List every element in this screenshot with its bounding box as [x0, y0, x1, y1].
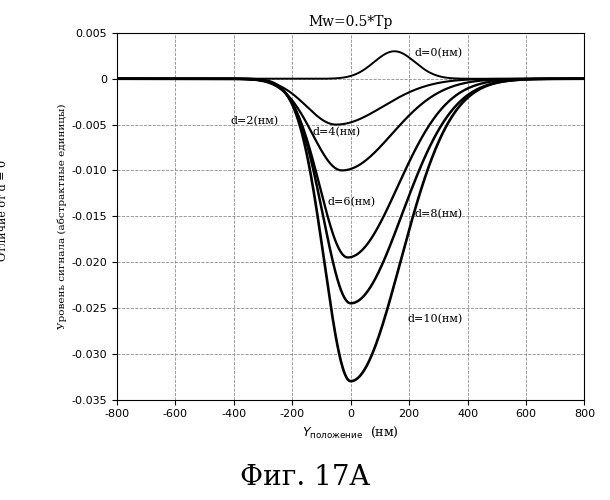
- Text: d=4(нм): d=4(нм): [313, 127, 361, 137]
- Text: d=0(нм): d=0(нм): [415, 48, 463, 58]
- Text: d=10(нм): d=10(нм): [407, 314, 463, 324]
- Text: Фиг. 17A: Фиг. 17A: [240, 464, 370, 491]
- Text: Отличие от d = 0: Отличие от d = 0: [0, 160, 8, 260]
- Text: d=6(нм): d=6(нм): [327, 198, 375, 207]
- Title: Mw=0.5*Tp: Mw=0.5*Tp: [309, 15, 393, 29]
- Text: d=2(нм): d=2(нм): [231, 116, 279, 126]
- X-axis label: $Y_{\mathrm{положение}}$  (нм): $Y_{\mathrm{положение}}$ (нм): [302, 425, 399, 440]
- Y-axis label: Уровень сигнала (абстрактные единицы): Уровень сигнала (абстрактные единицы): [58, 104, 67, 329]
- Text: d=8(нм): d=8(нм): [415, 209, 463, 220]
